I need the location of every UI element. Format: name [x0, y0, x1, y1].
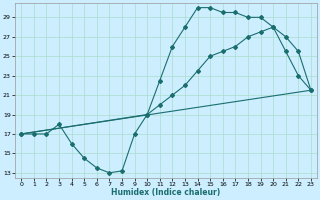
X-axis label: Humidex (Indice chaleur): Humidex (Indice chaleur)	[111, 188, 221, 197]
